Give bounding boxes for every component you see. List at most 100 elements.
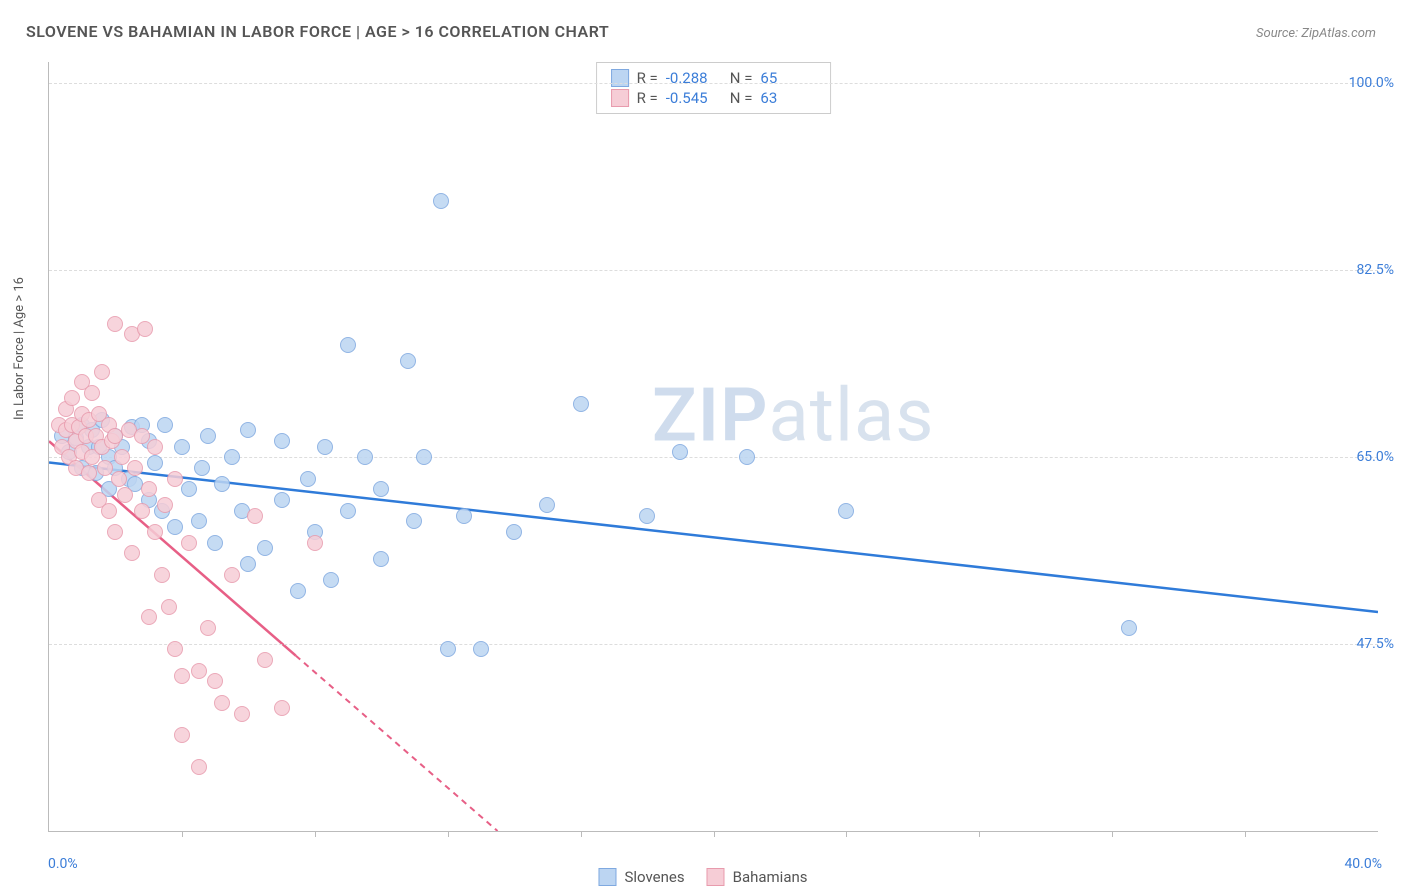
legend-item-slovenes: Slovenes bbox=[598, 868, 684, 886]
gridline bbox=[49, 457, 1378, 458]
trend-line bbox=[49, 463, 1378, 613]
y-axis-label: In Labor Force | Age > 16 bbox=[12, 277, 27, 420]
data-point bbox=[194, 460, 210, 476]
gridline bbox=[49, 270, 1378, 271]
data-point bbox=[456, 508, 472, 524]
data-point bbox=[257, 540, 273, 556]
data-point bbox=[838, 503, 854, 519]
scatter-chart: ZIPatlas R = -0.288 N = 65 R = -0.545 N … bbox=[48, 62, 1378, 832]
data-point bbox=[307, 535, 323, 551]
y-tick-label: 82.5% bbox=[1356, 262, 1394, 278]
data-point bbox=[433, 193, 449, 209]
data-point bbox=[147, 439, 163, 455]
data-point bbox=[400, 353, 416, 369]
data-point bbox=[94, 364, 110, 380]
data-point bbox=[191, 513, 207, 529]
data-point bbox=[154, 567, 170, 583]
swatch-icon bbox=[598, 868, 616, 886]
data-point bbox=[191, 663, 207, 679]
data-point bbox=[134, 503, 150, 519]
swatch-bahamians bbox=[611, 89, 629, 107]
swatch-icon bbox=[707, 868, 725, 886]
x-tick bbox=[1112, 831, 1113, 837]
data-point bbox=[274, 433, 290, 449]
gridline bbox=[49, 83, 1378, 84]
data-point bbox=[157, 417, 173, 433]
data-point bbox=[127, 460, 143, 476]
data-point bbox=[274, 700, 290, 716]
data-point bbox=[147, 455, 163, 471]
data-point bbox=[107, 524, 123, 540]
data-point bbox=[240, 556, 256, 572]
data-point bbox=[247, 508, 263, 524]
data-point bbox=[141, 609, 157, 625]
x-tick bbox=[315, 831, 316, 837]
data-point bbox=[64, 390, 80, 406]
x-tick bbox=[581, 831, 582, 837]
data-point bbox=[214, 695, 230, 711]
r-value-bahamians: -0.545 bbox=[666, 89, 722, 107]
n-value-bahamians: 63 bbox=[760, 89, 816, 107]
x-axis-max-label: 40.0% bbox=[1344, 856, 1382, 872]
data-point bbox=[573, 396, 589, 412]
x-tick bbox=[448, 831, 449, 837]
data-point bbox=[357, 449, 373, 465]
data-point bbox=[257, 652, 273, 668]
y-tick-label: 47.5% bbox=[1356, 636, 1394, 652]
data-point bbox=[340, 503, 356, 519]
data-point bbox=[101, 503, 117, 519]
chart-title: SLOVENE VS BAHAMIAN IN LABOR FORCE | AGE… bbox=[26, 22, 609, 41]
data-point bbox=[157, 497, 173, 513]
source-attribution: Source: ZipAtlas.com bbox=[1256, 26, 1376, 41]
data-point bbox=[224, 567, 240, 583]
x-tick bbox=[1245, 831, 1246, 837]
n-label: N = bbox=[730, 89, 753, 107]
data-point bbox=[234, 706, 250, 722]
r-label: R = bbox=[637, 89, 658, 107]
data-point bbox=[117, 487, 133, 503]
data-point bbox=[174, 439, 190, 455]
data-point bbox=[539, 497, 555, 513]
legend-item-bahamians: Bahamians bbox=[707, 868, 808, 886]
data-point bbox=[111, 471, 127, 487]
data-point bbox=[416, 449, 432, 465]
data-point bbox=[290, 583, 306, 599]
data-point bbox=[181, 535, 197, 551]
data-point bbox=[672, 444, 688, 460]
data-point bbox=[167, 641, 183, 657]
x-tick bbox=[979, 831, 980, 837]
data-point bbox=[224, 449, 240, 465]
data-point bbox=[317, 439, 333, 455]
data-point bbox=[174, 727, 190, 743]
x-tick bbox=[714, 831, 715, 837]
data-point bbox=[124, 545, 140, 561]
data-point bbox=[473, 641, 489, 657]
data-point bbox=[1121, 620, 1137, 636]
legend-label: Bahamians bbox=[733, 868, 808, 886]
correlation-legend: R = -0.288 N = 65 R = -0.545 N = 63 bbox=[596, 62, 832, 114]
x-tick bbox=[846, 831, 847, 837]
data-point bbox=[739, 449, 755, 465]
legend-row-bahamians: R = -0.545 N = 63 bbox=[611, 89, 817, 107]
data-point bbox=[161, 599, 177, 615]
data-point bbox=[181, 481, 197, 497]
data-point bbox=[147, 524, 163, 540]
data-point bbox=[323, 572, 339, 588]
watermark-rest: atlas bbox=[769, 372, 935, 459]
data-point bbox=[506, 524, 522, 540]
data-point bbox=[167, 471, 183, 487]
x-tick bbox=[182, 831, 183, 837]
data-point bbox=[214, 476, 230, 492]
data-point bbox=[207, 673, 223, 689]
data-point bbox=[141, 481, 157, 497]
y-tick-label: 65.0% bbox=[1356, 449, 1394, 465]
data-point bbox=[440, 641, 456, 657]
data-point bbox=[81, 465, 97, 481]
legend-label: Slovenes bbox=[624, 868, 684, 886]
y-tick-label: 100.0% bbox=[1349, 75, 1394, 91]
x-axis-min-label: 0.0% bbox=[48, 856, 78, 872]
data-point bbox=[174, 668, 190, 684]
data-point bbox=[84, 385, 100, 401]
data-point bbox=[207, 535, 223, 551]
data-point bbox=[639, 508, 655, 524]
